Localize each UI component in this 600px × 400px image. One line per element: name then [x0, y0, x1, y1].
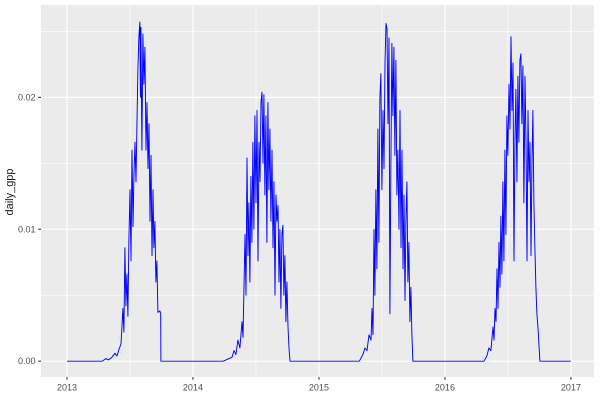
- x-tick-label: 2014: [183, 383, 203, 393]
- x-tick-label: 2013: [57, 383, 77, 393]
- x-tick-label: 2016: [435, 383, 455, 393]
- x-tick-label: 2017: [561, 383, 581, 393]
- y-axis-title: daily_gpp: [4, 168, 16, 216]
- x-tick-label: 2015: [309, 383, 329, 393]
- daily-gpp-line: [67, 21, 571, 362]
- panel-background: [41, 5, 594, 377]
- y-tick-label: 0.02: [18, 92, 36, 102]
- y-tick-label: 0.01: [18, 224, 36, 234]
- y-tick-label: 0.00: [18, 356, 36, 366]
